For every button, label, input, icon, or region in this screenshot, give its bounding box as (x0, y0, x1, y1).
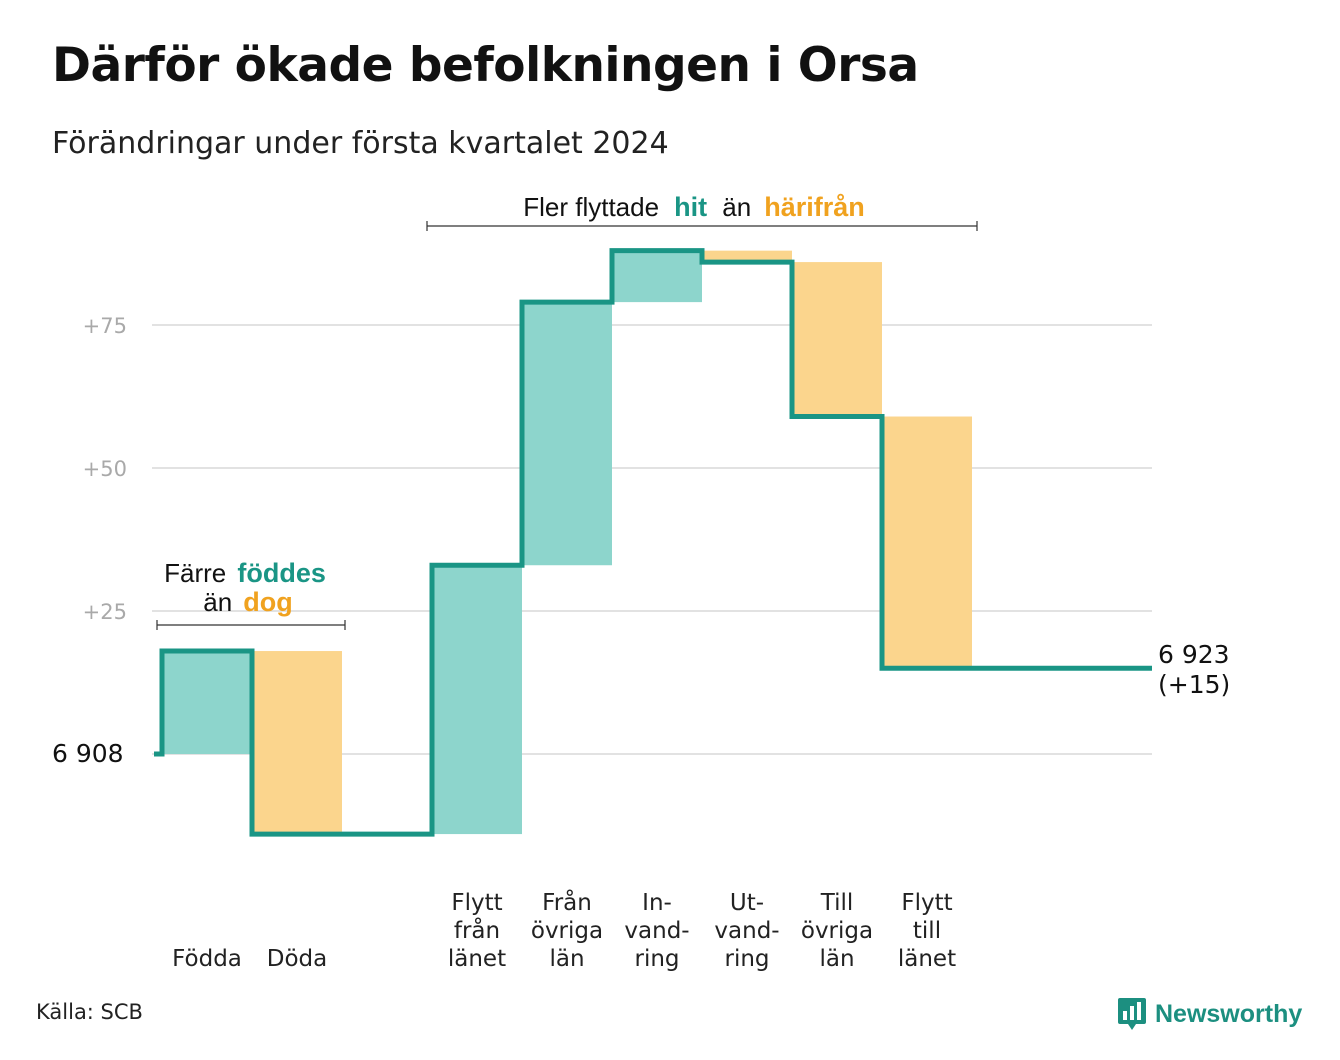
bar-5 (612, 250, 702, 303)
category-label-8-2: länet (898, 946, 956, 972)
category-label-7-0: Till (820, 890, 854, 916)
step-line-group (154, 248, 1152, 837)
category-label-1-0: Döda (267, 946, 327, 972)
svg-text:än dog: än dog (203, 587, 293, 617)
end-value-label-1: (+15) (1158, 670, 1230, 699)
annotation-foddes: föddes (237, 558, 326, 588)
annotation-dog: dog (243, 587, 292, 617)
category-label-4-0: Från (542, 888, 592, 916)
category-label-7-2: län (819, 946, 854, 972)
bar-4 (522, 302, 612, 566)
category-label-3-0: Flytt (451, 890, 502, 916)
y-tick-label-3: +75 (83, 314, 127, 338)
moves-annotation: Fler flyttade hit än härifrån (426, 192, 978, 231)
newsworthy-chart-bubble-icon (1118, 998, 1146, 1030)
annotation-fler-flyttade: Fler flyttade (523, 192, 659, 222)
chart-subtitle: Förändringar under första kvartalet 2024 (52, 126, 669, 161)
category-label-5-0: In- (642, 890, 672, 916)
category-label-4-2: län (549, 946, 584, 972)
category-label-6-0: Ut- (730, 890, 764, 916)
y-tick-label-1: +25 (83, 600, 127, 624)
annotation-harifran: härifrån (764, 192, 865, 222)
annotation-an: än (203, 587, 232, 617)
logo-text: Newsworthy (1155, 999, 1303, 1028)
svg-text:Fler flyttade hit: Fler flyttade hit än härifrån (523, 192, 865, 222)
end-value-label-0: 6 923 (1158, 640, 1230, 669)
annotation-hit: hit (674, 192, 707, 222)
category-label-4-1: övriga (531, 918, 603, 944)
bars (162, 250, 972, 835)
bar-7 (792, 262, 882, 417)
annotation-farre: Färre (164, 558, 226, 588)
start-value-label: 6 908 (52, 739, 124, 768)
bar-0 (162, 651, 252, 754)
y-tick-label-2: +50 (83, 457, 127, 481)
bar-3 (432, 565, 522, 835)
category-label-0-0: Födda (172, 946, 242, 972)
births-deaths-annotation: Färre föddes än dog (156, 558, 346, 630)
bar-8 (882, 416, 972, 669)
bar-1 (252, 651, 342, 835)
category-label-6-2: ring (724, 946, 769, 972)
category-label-5-1: vand- (624, 918, 689, 944)
svg-text:Färre föddes: Färre föddes (164, 558, 326, 588)
step-line (154, 248, 1152, 837)
newsworthy-logo[interactable]: Newsworthy (1117, 994, 1302, 1034)
category-label-8-1: till (913, 918, 941, 944)
category-label-7-1: övriga (801, 918, 873, 944)
chart-title: Därför ökade befolkningen i Orsa (52, 38, 919, 93)
annotation-an-2: än (722, 192, 751, 222)
category-label-3-1: från (454, 916, 500, 944)
category-label-5-2: ring (634, 946, 679, 972)
source-note: Källa: SCB (36, 1000, 143, 1024)
bar-6 (702, 250, 792, 263)
category-label-6-1: vand- (714, 918, 779, 944)
category-label-8-0: Flytt (901, 890, 952, 916)
category-label-3-2: länet (448, 946, 506, 972)
